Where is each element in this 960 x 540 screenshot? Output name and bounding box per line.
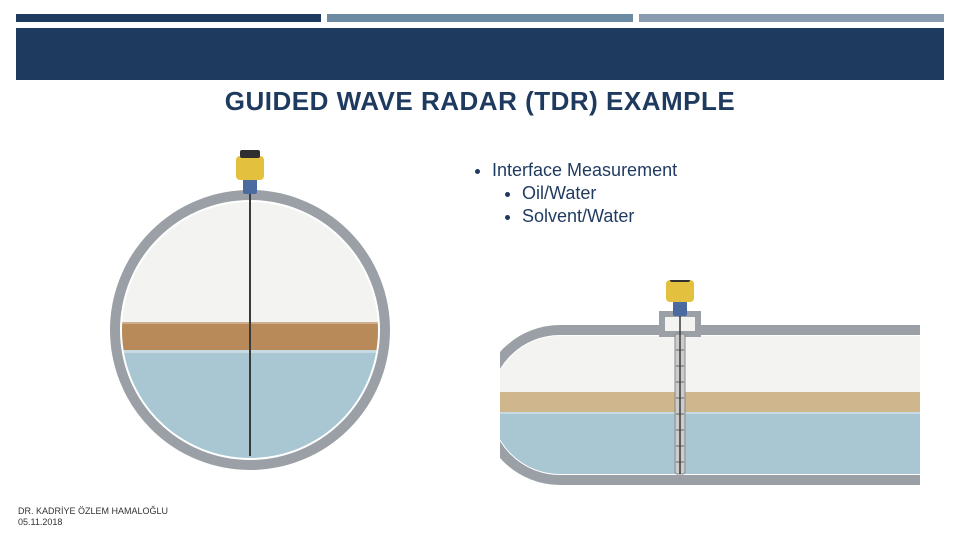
figure-horizontal-tank [500,280,920,490]
footer-author: DR. KADRİYE ÖZLEM HAMALOĞLU [18,506,168,517]
stripe-3 [639,14,944,22]
page-title: GUIDED WAVE RADAR (TDR) EXAMPLE [0,86,960,117]
bullet-sub-item: Oil/Water [522,183,677,204]
stripe-1 [16,14,321,22]
header-stripes [16,14,944,22]
figure-circular-tank [100,150,400,470]
stripe-2 [327,14,632,22]
title-band [16,28,944,80]
bullet-label: Interface Measurement [492,160,677,180]
bullet-item: Interface Measurement Oil/Water Solvent/… [492,160,677,227]
bullet-list: Interface Measurement Oil/Water Solvent/… [470,158,677,229]
bullet-sub-item: Solvent/Water [522,206,677,227]
bullet-sub-label: Solvent/Water [522,206,634,226]
probe-head [236,150,264,194]
layer-oil [500,392,920,412]
bullet-sub-label: Oil/Water [522,183,596,203]
shine [500,412,920,414]
footer: DR. KADRİYE ÖZLEM HAMALOĞLU 05.11.2018 [18,506,168,528]
footer-date: 05.11.2018 [18,517,168,528]
probe-head [666,280,694,316]
